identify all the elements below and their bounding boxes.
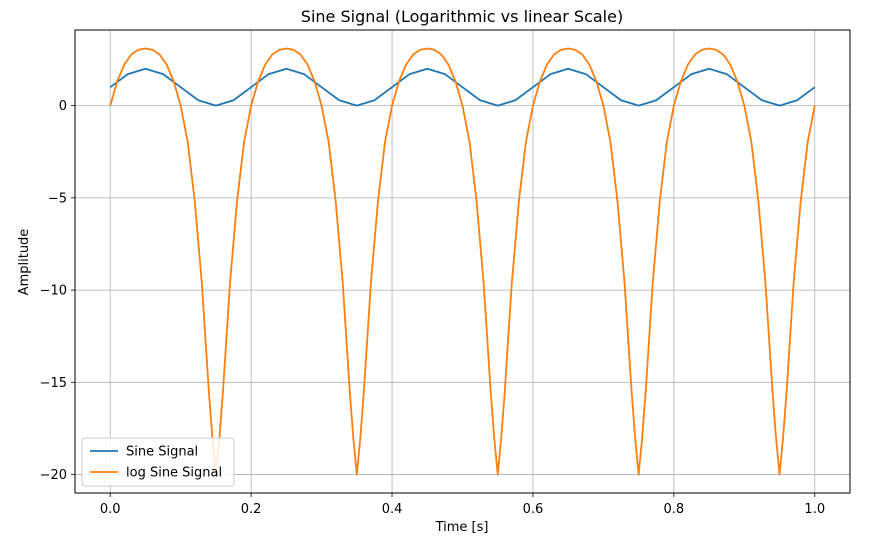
legend-entry-label: log Sine Signal — [126, 466, 222, 481]
x-tick-label: 1.0 — [804, 502, 825, 517]
x-tick-label: 0.0 — [100, 502, 121, 517]
grid — [75, 30, 850, 493]
legend-box — [81, 437, 235, 487]
x-axis-label: Time [s] — [435, 520, 489, 535]
x-tick-label: 0.6 — [523, 502, 544, 517]
x-axis-ticks: 0.0 0.2 0.4 0.6 0.8 1.0 — [100, 493, 825, 517]
y-tick-label: −10 — [40, 284, 67, 299]
y-tick-label: −15 — [40, 376, 67, 391]
plot-series — [109, 47, 816, 476]
chart-title: Sine Signal (Logarithmic vs linear Scale… — [301, 7, 623, 26]
series-line-1 — [109, 67, 816, 107]
x-tick-label: 0.8 — [664, 502, 685, 517]
series-line-2 — [109, 47, 816, 476]
y-axis-label: Amplitude — [17, 229, 32, 296]
y-tick-label: −5 — [48, 191, 67, 206]
y-tick-label: 0 — [59, 99, 67, 114]
x-tick-label: 0.2 — [241, 502, 262, 517]
plot-frame — [74, 29, 851, 494]
legend-entry-label: Sine Signal — [126, 445, 198, 460]
legend: Sine Signal log Sine Signal — [81, 437, 235, 487]
y-tick-label: −20 — [40, 468, 67, 483]
x-tick-label: 0.4 — [382, 502, 403, 517]
y-axis-ticks: 0 −5 −10 −15 −20 — [40, 99, 75, 483]
